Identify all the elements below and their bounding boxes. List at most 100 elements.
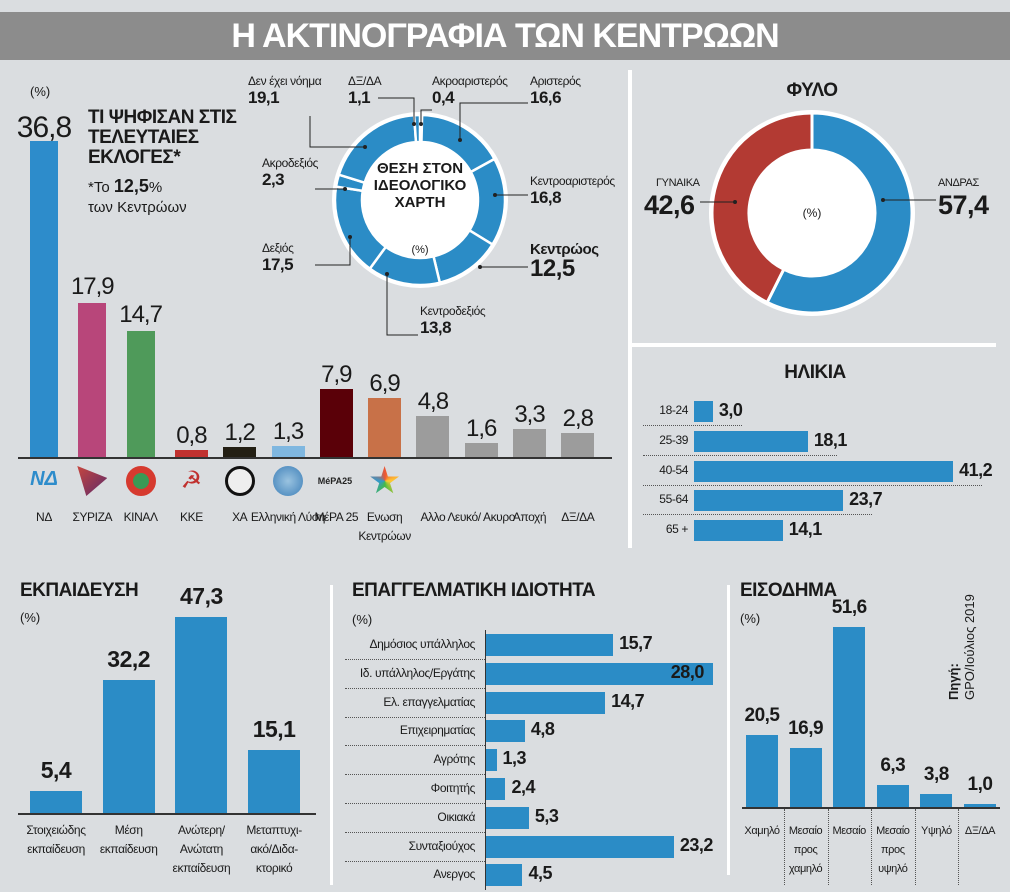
occupation-bar <box>486 778 506 800</box>
party-name-label: Αποχή <box>512 510 547 524</box>
age-bar <box>694 490 844 512</box>
ideology-leader-line <box>420 109 432 124</box>
education-axis-line <box>18 813 316 815</box>
party-value-label: 0,8 <box>176 422 207 450</box>
age-row-divider <box>643 514 873 516</box>
income-bar <box>833 626 866 807</box>
education-value-label: 32,2 <box>107 645 151 672</box>
occupation-row-divider <box>345 659 485 660</box>
divider <box>727 585 730 875</box>
source-label: Πηγή: <box>946 663 961 700</box>
party-value-label: 3,3 <box>514 400 545 428</box>
party-bar <box>513 428 546 457</box>
occupation-row-divider <box>345 745 485 747</box>
occupation-value-label: 4,5 <box>528 863 552 884</box>
ideology-title: ΘΕΣΗ ΣΤΟΝ ΙΔΕΟΛΟΓΙΚΟ ΧΑΡΤΗ <box>373 160 467 211</box>
female-label: ΓΥΝΑΙΚΑ <box>656 177 700 189</box>
occupation-value-label: 14,7 <box>611 690 645 711</box>
note-prefix: *Το <box>88 179 110 196</box>
occupation-row-divider <box>345 831 485 833</box>
party-name-label: Ελληνική Λύση <box>250 510 326 524</box>
occupation-unit: (%) <box>352 612 373 627</box>
occupation-title: ΕΠΑΓΓΕΛΜΑΤΙΚΗ ΙΔΙΟΤΗΤΑ <box>352 580 596 601</box>
age-bar <box>694 401 713 422</box>
income-category-label: Μεσαίο προς υψηλό <box>876 825 910 875</box>
ideology-value-label: 17,5 <box>262 255 294 274</box>
occupation-row-divider <box>345 687 485 689</box>
ideology-value-label: 1,1 <box>348 88 371 107</box>
party-bar <box>271 445 305 457</box>
age-bar <box>694 520 783 542</box>
gender-title: ΦΥΛΟ <box>786 80 838 101</box>
education-unit: (%) <box>20 610 41 625</box>
age-row-divider <box>643 454 837 456</box>
age-value-label: 18,1 <box>813 429 848 450</box>
ideology-value-label: 2,3 <box>262 170 285 189</box>
party-name-label: ΣΥΡΙΖΑ <box>72 510 113 524</box>
occupation-bar <box>486 634 614 656</box>
ideology-leader-dot <box>348 235 352 239</box>
income-bar <box>876 785 909 807</box>
occupation-value-label: 1,3 <box>502 748 527 769</box>
occupation-category-label: Δημόσιος υπάλληλος <box>369 637 476 651</box>
male-leader-dot <box>881 198 885 202</box>
age-row-divider <box>643 484 983 486</box>
age-value-label: 3,0 <box>718 400 743 420</box>
ideology-leader-dot <box>478 265 482 269</box>
ideology-category-label: Ακροαριστερός <box>432 74 508 88</box>
income-category-label: Μεσαίο <box>832 825 866 837</box>
ideology-segment <box>412 113 422 144</box>
nd-logo-icon: ΝΔ <box>30 468 58 490</box>
party-value-label: 17,9 <box>70 273 115 301</box>
ideology-value-label: 16,8 <box>530 188 562 207</box>
education-category-label: Ανώτερη/ Ανώτατη εκπαίδευση <box>172 823 231 875</box>
party-unit: (%) <box>30 84 51 99</box>
income-bar <box>964 803 996 807</box>
age-value-label: 14,1 <box>788 519 823 540</box>
income-category-label: Υψηλό <box>921 825 952 837</box>
income-title: ΕΙΣΟΔΗΜΑ <box>740 580 837 601</box>
male-value: 57,4 <box>938 190 989 220</box>
occupation-row-divider <box>345 803 485 804</box>
female-leader-dot <box>733 200 737 204</box>
occupation-value-label: 28,0 <box>670 661 705 682</box>
ideology-leader-dot <box>343 187 347 191</box>
occupation-axis-line <box>485 630 486 890</box>
female-segment <box>710 111 814 305</box>
income-category-label: Μεσαίο προς χαμηλό <box>788 825 823 875</box>
mera25-logo-icon: MéPA25 <box>317 476 353 486</box>
income-column-divider <box>871 809 873 885</box>
male-segment <box>765 111 914 315</box>
education-bar <box>175 617 228 813</box>
income-unit: (%) <box>740 611 761 626</box>
ideology-leader-line <box>315 237 351 266</box>
ideology-category-label: Αριστερός <box>530 74 581 88</box>
party-chart-title: ΤΙ ΨΗΦΙΣΑΝ ΣΤΙΣ ΤΕΛΕΥΤΑΙΕΣ ΕΚΛΟΓΕΣ* <box>88 107 237 168</box>
occupation-value-label: 2,4 <box>511 777 535 797</box>
party-value-label: 7,9 <box>321 361 352 389</box>
party-axis-line <box>18 457 612 459</box>
ideology-leader-line <box>459 102 528 140</box>
occupation-value-label: 15,7 <box>619 633 653 653</box>
ideology-value-label: 0,4 <box>432 88 455 107</box>
divider <box>330 585 333 885</box>
education-bar <box>102 679 155 813</box>
income-column-divider <box>827 809 829 885</box>
age-bar <box>694 430 808 452</box>
ideology-leader-dot <box>419 122 423 126</box>
income-category-label: ΔΞ/ΔΑ <box>964 825 996 837</box>
education-value-label: 47,3 <box>180 583 223 610</box>
income-bar <box>789 748 822 807</box>
education-bar <box>30 790 82 813</box>
party-value-label: 2,8 <box>562 404 594 432</box>
party-name-label: ΚΚΕ <box>179 510 203 524</box>
party-bar <box>78 303 107 457</box>
ideology-category-label: Δεξιός <box>262 241 294 255</box>
enosi-kentroon-logo-icon <box>370 466 399 494</box>
income-bar <box>920 793 953 807</box>
ideology-category-label: Κεντροδεξιός <box>420 304 486 318</box>
ideology-leader-dot <box>493 193 497 197</box>
party-value-label: 1,3 <box>272 417 304 445</box>
ideology-category-label: Κεντρώος <box>530 241 599 258</box>
age-category-label: 40-54 <box>659 462 688 477</box>
